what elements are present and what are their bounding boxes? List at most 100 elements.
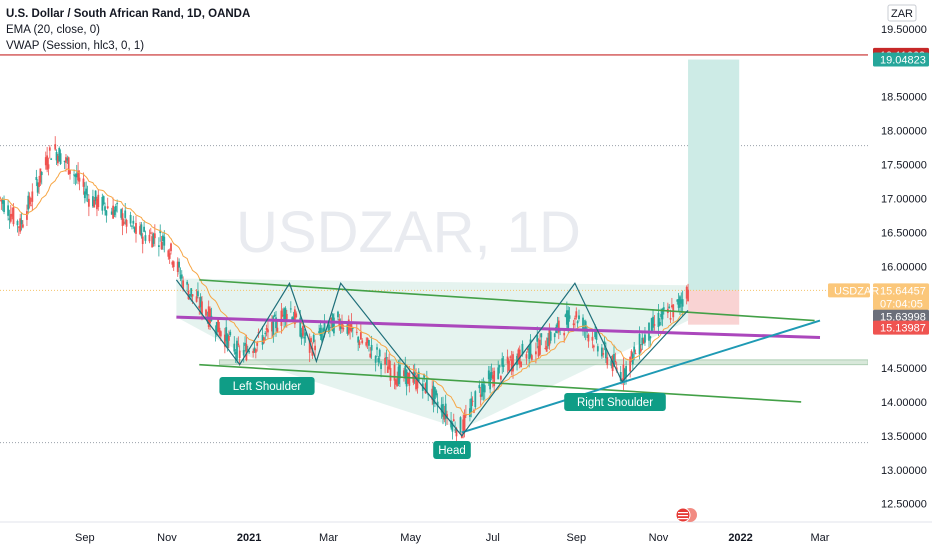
candle[interactable] [83, 191, 86, 199]
candle[interactable] [417, 371, 420, 382]
candle[interactable] [610, 360, 613, 366]
candle[interactable] [112, 205, 115, 219]
candle[interactable] [254, 349, 257, 353]
vwap-indicator-label[interactable]: VWAP (Session, hlc3, 0, 1) [6, 40, 145, 52]
candle[interactable] [650, 318, 653, 333]
candle[interactable] [539, 339, 541, 355]
candle[interactable] [253, 347, 256, 352]
candle[interactable] [132, 220, 135, 224]
candle[interactable] [209, 308, 211, 324]
candle[interactable] [563, 333, 566, 336]
candle[interactable] [431, 388, 434, 400]
candle[interactable] [201, 301, 203, 315]
candle[interactable] [359, 332, 362, 340]
candle[interactable] [78, 177, 81, 182]
candle[interactable] [178, 261, 180, 268]
candle[interactable] [3, 200, 5, 212]
candle[interactable] [687, 289, 689, 302]
candle[interactable] [256, 341, 259, 346]
candle[interactable] [469, 408, 471, 417]
candle[interactable] [56, 156, 59, 164]
candle[interactable] [176, 261, 179, 272]
candle[interactable] [312, 334, 315, 343]
candle[interactable] [35, 177, 38, 181]
candle[interactable] [93, 199, 96, 208]
candle[interactable] [179, 274, 182, 279]
candle[interactable] [397, 366, 400, 385]
candle[interactable] [638, 334, 641, 355]
candle[interactable] [454, 429, 457, 431]
candle[interactable] [595, 331, 598, 340]
candle[interactable] [101, 196, 104, 211]
candle[interactable] [12, 207, 15, 225]
candle[interactable] [614, 360, 617, 362]
candle[interactable] [285, 313, 288, 320]
candle[interactable] [322, 328, 325, 333]
candle[interactable] [131, 225, 133, 227]
candle[interactable] [681, 299, 684, 307]
candle[interactable] [129, 214, 132, 224]
candle[interactable] [281, 314, 284, 317]
candle[interactable] [191, 294, 194, 297]
candle[interactable] [649, 336, 652, 339]
candle[interactable] [657, 312, 660, 327]
candle[interactable] [172, 261, 175, 268]
candle[interactable] [502, 364, 505, 367]
candle[interactable] [302, 326, 304, 336]
candle[interactable] [478, 385, 481, 389]
candle[interactable] [48, 147, 51, 151]
candle[interactable] [442, 404, 444, 417]
candle[interactable] [102, 196, 105, 204]
candle[interactable] [557, 320, 560, 333]
candle[interactable] [408, 373, 411, 386]
candle[interactable] [159, 229, 162, 234]
candle[interactable] [50, 158, 53, 160]
candle[interactable] [525, 354, 528, 359]
candle[interactable] [168, 253, 171, 259]
candle[interactable] [576, 321, 579, 324]
candle[interactable] [483, 385, 486, 393]
candle[interactable] [424, 383, 427, 394]
price-axis[interactable] [868, 0, 932, 550]
candle[interactable] [622, 364, 625, 382]
candle[interactable] [534, 351, 537, 355]
candle[interactable] [198, 305, 201, 309]
candle[interactable] [481, 383, 483, 397]
candle[interactable] [451, 422, 454, 432]
candle[interactable] [346, 324, 349, 334]
candle[interactable] [311, 347, 314, 356]
candle[interactable] [30, 204, 32, 206]
candle[interactable] [603, 341, 606, 345]
candle[interactable] [139, 226, 141, 235]
candle[interactable] [38, 182, 40, 187]
candle[interactable] [27, 195, 30, 210]
candle[interactable] [9, 214, 12, 222]
candle[interactable] [157, 245, 160, 247]
candle[interactable] [26, 211, 28, 220]
candle[interactable] [462, 419, 465, 434]
candle[interactable] [153, 233, 156, 239]
candle[interactable] [660, 314, 663, 318]
candle[interactable] [633, 346, 636, 353]
candle[interactable] [370, 344, 373, 351]
candle[interactable] [680, 299, 683, 304]
candle[interactable] [380, 363, 382, 370]
candle[interactable] [227, 336, 230, 341]
candle[interactable] [233, 343, 236, 352]
candle[interactable] [510, 359, 513, 372]
candle[interactable] [574, 318, 576, 320]
right-shoulder-label-box[interactable] [564, 393, 666, 411]
candle[interactable] [479, 394, 482, 397]
candle[interactable] [670, 305, 673, 308]
candle[interactable] [685, 286, 688, 299]
candle[interactable] [662, 307, 665, 310]
candle[interactable] [350, 321, 353, 332]
candle[interactable] [530, 355, 533, 360]
candle[interactable] [152, 233, 155, 244]
candle[interactable] [327, 324, 330, 333]
candle[interactable] [140, 224, 143, 237]
candle[interactable] [393, 364, 396, 381]
candle[interactable] [238, 350, 241, 359]
candle[interactable] [1, 200, 4, 204]
candle[interactable] [148, 234, 151, 242]
